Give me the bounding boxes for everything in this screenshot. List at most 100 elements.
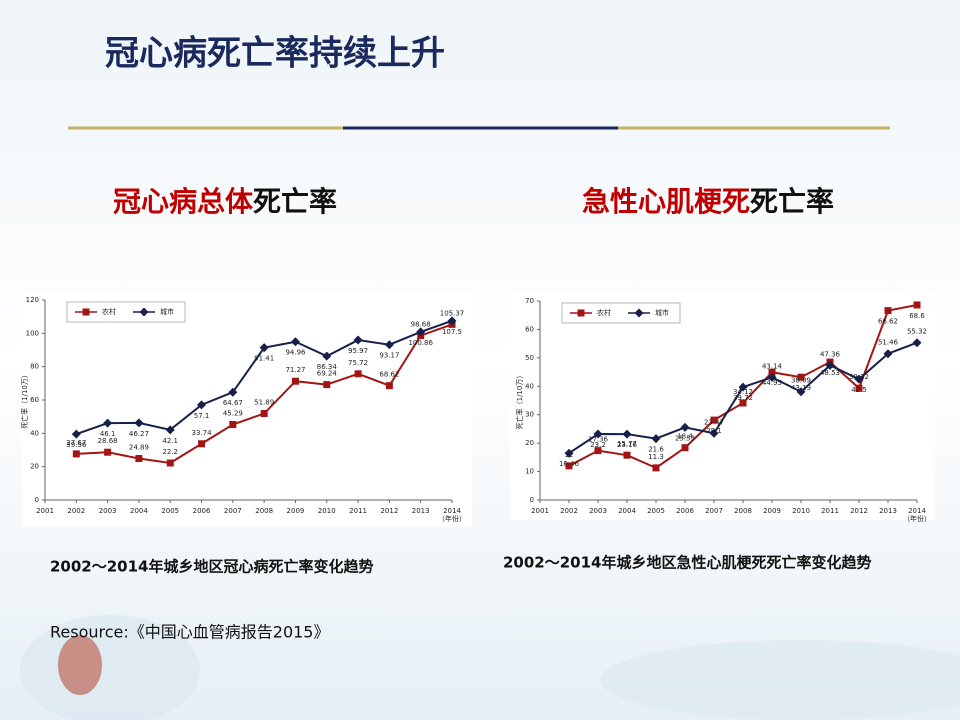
chart-panel xyxy=(22,292,472,527)
data-label: 46.1 xyxy=(100,430,116,438)
y-tick-label: 0 xyxy=(530,496,534,504)
point xyxy=(198,440,206,448)
data-label: 94.96 xyxy=(285,349,306,357)
point xyxy=(738,382,748,392)
heading-rest: 死亡率 xyxy=(750,185,834,218)
x-tick-label: 2014 xyxy=(443,507,461,515)
point xyxy=(564,448,574,458)
data-label: 27.67 xyxy=(66,439,86,447)
point xyxy=(680,422,690,432)
point xyxy=(135,455,143,463)
source-note: Resource:《中国心血管病报告2015》 xyxy=(50,623,330,642)
data-label: 64.67 xyxy=(223,399,243,407)
x-tick-label: 2012 xyxy=(850,507,868,515)
legend-label: 农村 xyxy=(102,307,116,316)
x-tick-label: 2002 xyxy=(67,507,85,515)
data-label: 11.3 xyxy=(648,453,664,461)
x-tick-label: 2006 xyxy=(676,507,694,515)
heading-rest: 死亡率 xyxy=(253,185,337,218)
data-label: 45.29 xyxy=(223,410,243,418)
point xyxy=(623,451,631,459)
x-tick-label: 2009 xyxy=(763,507,781,515)
point xyxy=(912,338,922,348)
x-tick-label: 2007 xyxy=(224,507,242,515)
y-tick-label: 40 xyxy=(30,429,39,437)
point xyxy=(710,416,718,424)
decoration xyxy=(58,635,102,695)
x-tick-label: 2013 xyxy=(879,507,897,515)
data-label: 25.53 xyxy=(675,434,695,442)
data-label: 66.62 xyxy=(878,318,898,326)
point xyxy=(634,308,644,318)
point xyxy=(884,307,892,315)
data-label: 95.97 xyxy=(348,347,368,355)
y-tick-label: 50 xyxy=(525,354,534,362)
data-label: 51.89 xyxy=(254,399,274,407)
data-label: 47.36 xyxy=(820,350,841,358)
data-label: 86.34 xyxy=(317,363,338,371)
y-tick-label: 30 xyxy=(525,411,534,419)
point xyxy=(82,308,90,316)
data-label: 21.6 xyxy=(648,446,664,454)
point xyxy=(384,340,394,350)
point xyxy=(797,373,805,381)
point xyxy=(103,418,113,428)
decoration xyxy=(20,615,200,720)
point xyxy=(739,399,747,407)
data-label: 43.14 xyxy=(762,362,783,370)
point xyxy=(577,309,585,317)
data-label: 39.72 xyxy=(733,394,753,402)
x-tick-label: 2006 xyxy=(193,507,211,515)
x-axis-label: （年份） xyxy=(903,514,931,523)
point xyxy=(134,418,144,428)
y-axis-label: 死亡率（1/10万） xyxy=(20,371,29,429)
chart-heading: 冠心病总体死亡率 xyxy=(113,185,337,218)
point xyxy=(622,429,632,439)
data-label: 39.56 xyxy=(66,441,87,449)
point xyxy=(197,400,207,410)
heading-highlight: 急性心肌梗死 xyxy=(582,185,750,218)
point xyxy=(651,434,661,444)
data-label: 22.2 xyxy=(162,448,178,456)
point xyxy=(354,370,362,378)
data-label: 105.37 xyxy=(440,309,465,317)
point xyxy=(104,448,112,456)
data-label: 24.89 xyxy=(129,444,149,452)
point xyxy=(768,368,776,376)
point xyxy=(229,421,237,429)
x-tick-label: 2014 xyxy=(908,507,926,515)
point xyxy=(709,428,719,438)
data-label: 107.5 xyxy=(442,328,462,336)
chart-caption: 2002～2014年城乡地区冠心病死亡率变化趋势 xyxy=(50,558,374,576)
x-tick-label: 2013 xyxy=(412,507,430,515)
y-tick-label: 40 xyxy=(525,382,534,390)
point xyxy=(323,381,331,389)
point xyxy=(594,447,602,455)
y-tick-label: 70 xyxy=(525,297,534,305)
x-tick-label: 2005 xyxy=(161,507,179,515)
point xyxy=(71,429,81,439)
data-label: 98.68 xyxy=(411,321,431,329)
y-tick-label: 100 xyxy=(26,329,39,337)
decoration xyxy=(600,640,960,720)
point xyxy=(290,337,300,347)
data-label: 93.17 xyxy=(379,352,399,360)
x-tick-label: 2001 xyxy=(531,507,549,515)
data-label: 33.74 xyxy=(192,429,213,437)
x-tick-label: 2005 xyxy=(647,507,665,515)
chart-caption: 2002～2014年城乡地区急性心肌梗死死亡率变化趋势 xyxy=(503,554,872,572)
y-tick-label: 20 xyxy=(525,439,534,447)
x-axis-label: （年份） xyxy=(438,514,466,523)
y-tick-label: 80 xyxy=(30,363,39,371)
data-label: 48.53 xyxy=(820,369,840,377)
x-tick-label: 2008 xyxy=(255,507,273,515)
data-label: 18.4 xyxy=(677,433,693,441)
legend-box xyxy=(66,301,186,323)
y-tick-label: 0 xyxy=(35,496,39,504)
data-label: 17.36 xyxy=(588,436,609,444)
x-tick-label: 2002 xyxy=(560,507,578,515)
point xyxy=(854,374,864,384)
point xyxy=(447,316,457,326)
